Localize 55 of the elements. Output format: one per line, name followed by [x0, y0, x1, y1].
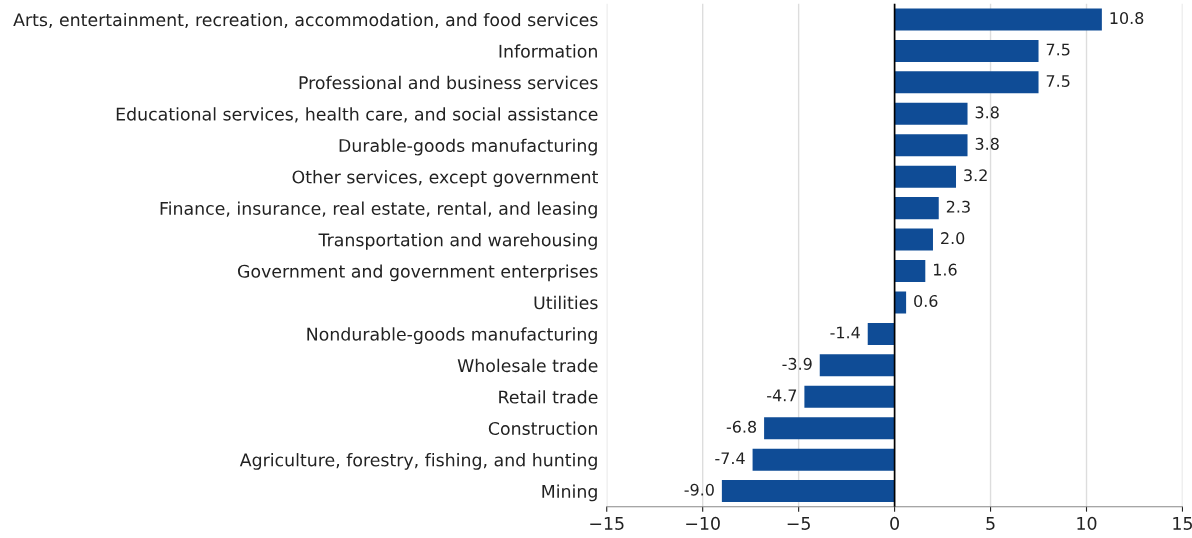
x-tick-label: 0	[890, 516, 899, 530]
bar	[819, 354, 895, 377]
data-label: -7.4	[715, 452, 745, 465]
data-label: -9.0	[684, 483, 714, 496]
data-label: -1.4	[830, 326, 860, 339]
x-tick-label: 10	[1077, 516, 1097, 530]
data-label: 2.0	[941, 232, 965, 245]
y-tick-label: Nondurable-goods manufacturing	[307, 327, 597, 345]
y-tick-label: Mining	[542, 484, 597, 502]
bar	[752, 448, 895, 471]
bar	[894, 228, 933, 251]
y-tick-label: Utilities	[534, 295, 598, 310]
data-label: -6.8	[726, 420, 757, 433]
bar	[894, 39, 1039, 62]
bar	[894, 102, 968, 125]
x-tick-label: −5	[787, 517, 810, 530]
y-tick-label: Durable-goods manufacturing	[339, 138, 597, 156]
bar	[867, 322, 895, 345]
data-label: 10.8	[1110, 12, 1144, 25]
data-label: 0.6	[914, 294, 938, 308]
y-tick-label: Arts, entertainment, recreation, accommodation, and food services	[13, 12, 598, 29]
x-tick-label: −15	[590, 517, 624, 530]
y-tick-label: Educational services, health care, and social assistance	[116, 107, 598, 123]
data-label: 7.5	[1046, 75, 1070, 87]
data-label: -4.7	[767, 389, 797, 402]
bar	[721, 480, 895, 503]
x-tick-label: 5	[986, 517, 995, 530]
bar	[804, 385, 895, 408]
data-label: 3.8	[975, 106, 999, 119]
data-label: 3.8	[975, 137, 999, 150]
y-tick-label: Transportation and warehousing	[318, 232, 597, 250]
data-label: 7.5	[1046, 43, 1070, 56]
y-tick-label: Construction	[488, 421, 597, 436]
y-tick-label: Government and government enterprises	[237, 264, 598, 282]
y-tick-label: Information	[499, 44, 597, 58]
y-tick-label: Wholesale trade	[457, 358, 598, 373]
x-tick-label: −10	[686, 516, 720, 530]
bar	[894, 291, 907, 314]
y-tick-label: Finance, insurance, real estate, rental, and leasing	[160, 201, 597, 219]
data-label: 2.3	[946, 200, 970, 213]
bar	[764, 417, 895, 440]
data-label: 3.2	[964, 169, 987, 182]
y-tick-label: Retail trade	[499, 390, 598, 404]
bar	[894, 71, 1039, 94]
x-tick-label: 15	[1173, 517, 1192, 530]
y-tick-label: Other services, except government	[292, 170, 598, 187]
data-label: -3.9	[782, 357, 812, 370]
data-label: 1.6	[934, 263, 957, 276]
bar	[894, 8, 1102, 31]
bar	[894, 134, 968, 157]
y-tick-label: Agriculture, forestry, fishing, and hunting	[239, 453, 597, 470]
bar	[894, 197, 939, 220]
y-tick-label: Professional and business services	[299, 75, 598, 90]
bar	[894, 260, 926, 282]
bar	[894, 165, 957, 188]
